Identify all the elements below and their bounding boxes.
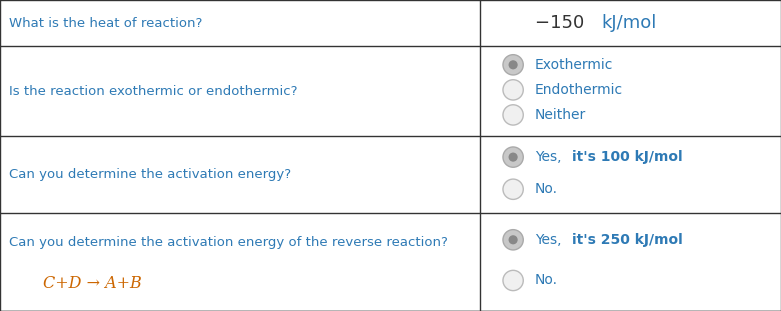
Ellipse shape <box>503 105 523 125</box>
Text: Neither: Neither <box>535 108 587 122</box>
Text: C+D → A+B: C+D → A+B <box>43 275 141 292</box>
Ellipse shape <box>508 152 518 162</box>
Text: Yes,: Yes, <box>535 233 562 247</box>
Text: Is the reaction exothermic or endothermic?: Is the reaction exothermic or endothermi… <box>9 85 298 98</box>
Text: kJ/mol: kJ/mol <box>601 14 657 32</box>
Text: Can you determine the activation energy of the reverse reaction?: Can you determine the activation energy … <box>9 236 448 249</box>
Text: −150: −150 <box>535 14 590 32</box>
Ellipse shape <box>508 60 518 69</box>
Ellipse shape <box>508 235 518 244</box>
Ellipse shape <box>503 270 523 291</box>
Ellipse shape <box>503 80 523 100</box>
Text: What is the heat of reaction?: What is the heat of reaction? <box>9 16 203 30</box>
Text: Yes,: Yes, <box>535 150 562 164</box>
Text: No.: No. <box>535 182 558 196</box>
Text: it's 100 kJ/mol: it's 100 kJ/mol <box>572 150 683 164</box>
Ellipse shape <box>503 230 523 250</box>
Text: No.: No. <box>535 273 558 287</box>
Text: Endothermic: Endothermic <box>535 83 623 97</box>
Text: it's 250 kJ/mol: it's 250 kJ/mol <box>572 233 683 247</box>
Ellipse shape <box>503 55 523 75</box>
Ellipse shape <box>503 147 523 167</box>
Ellipse shape <box>503 179 523 199</box>
Text: Exothermic: Exothermic <box>535 58 613 72</box>
Text: Can you determine the activation energy?: Can you determine the activation energy? <box>9 168 291 181</box>
